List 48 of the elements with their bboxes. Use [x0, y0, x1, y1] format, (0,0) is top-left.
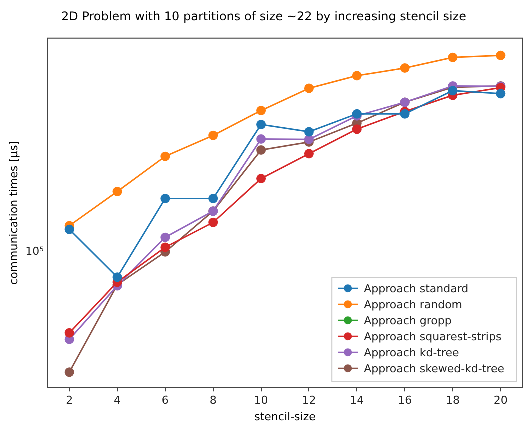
- point: [496, 89, 506, 99]
- point: [400, 64, 410, 74]
- point: [256, 120, 266, 130]
- x-tick-label: 6: [162, 394, 169, 408]
- legend-label: Approach squarest-strips: [364, 330, 502, 344]
- point: [304, 134, 314, 144]
- x-tick-label: 18: [446, 394, 460, 408]
- text: 10⁵: [26, 244, 44, 258]
- point: [304, 149, 314, 159]
- point: [352, 124, 362, 134]
- x-tick-label: 16: [398, 394, 412, 408]
- point: [64, 368, 74, 378]
- point: [256, 146, 266, 156]
- point: [64, 328, 74, 338]
- point: [112, 187, 122, 197]
- point: [160, 242, 170, 252]
- chart-title: 2D Problem with 10 partitions of size ~22 by increasing stencil size: [62, 9, 466, 24]
- point: [256, 134, 266, 144]
- x-tick-label: 14: [350, 394, 364, 408]
- x-axis-title: stencil-size: [254, 410, 316, 424]
- legend-label: Approach random: [364, 298, 463, 312]
- x-tick-label: 20: [494, 394, 508, 408]
- point: [304, 127, 314, 137]
- x-tick-label: 10: [254, 394, 268, 408]
- point: [208, 130, 218, 140]
- point: [448, 86, 458, 96]
- x-tick-label: 4: [114, 394, 121, 408]
- legend-label: Approach skewed-kd-tree: [364, 362, 505, 376]
- legend-label: Approach kd-tree: [364, 346, 460, 360]
- point: [160, 232, 170, 242]
- point: [256, 174, 266, 184]
- point: [496, 50, 506, 60]
- point: [208, 218, 218, 228]
- point: [256, 106, 266, 116]
- point: [160, 194, 170, 204]
- point: [64, 224, 74, 234]
- point: [352, 71, 362, 81]
- x-tick-label: 8: [210, 394, 217, 408]
- point: [208, 194, 218, 204]
- legend-label: Approach standard: [364, 282, 469, 296]
- x-tick-label: 2: [66, 394, 74, 408]
- point: [304, 84, 314, 94]
- point: [160, 152, 170, 162]
- point: [112, 272, 122, 282]
- x-tick-label: 12: [302, 394, 316, 408]
- y-axis-title: communication times [µs]: [7, 141, 20, 285]
- legend-label: Approach gropp: [364, 314, 452, 328]
- point: [448, 52, 458, 62]
